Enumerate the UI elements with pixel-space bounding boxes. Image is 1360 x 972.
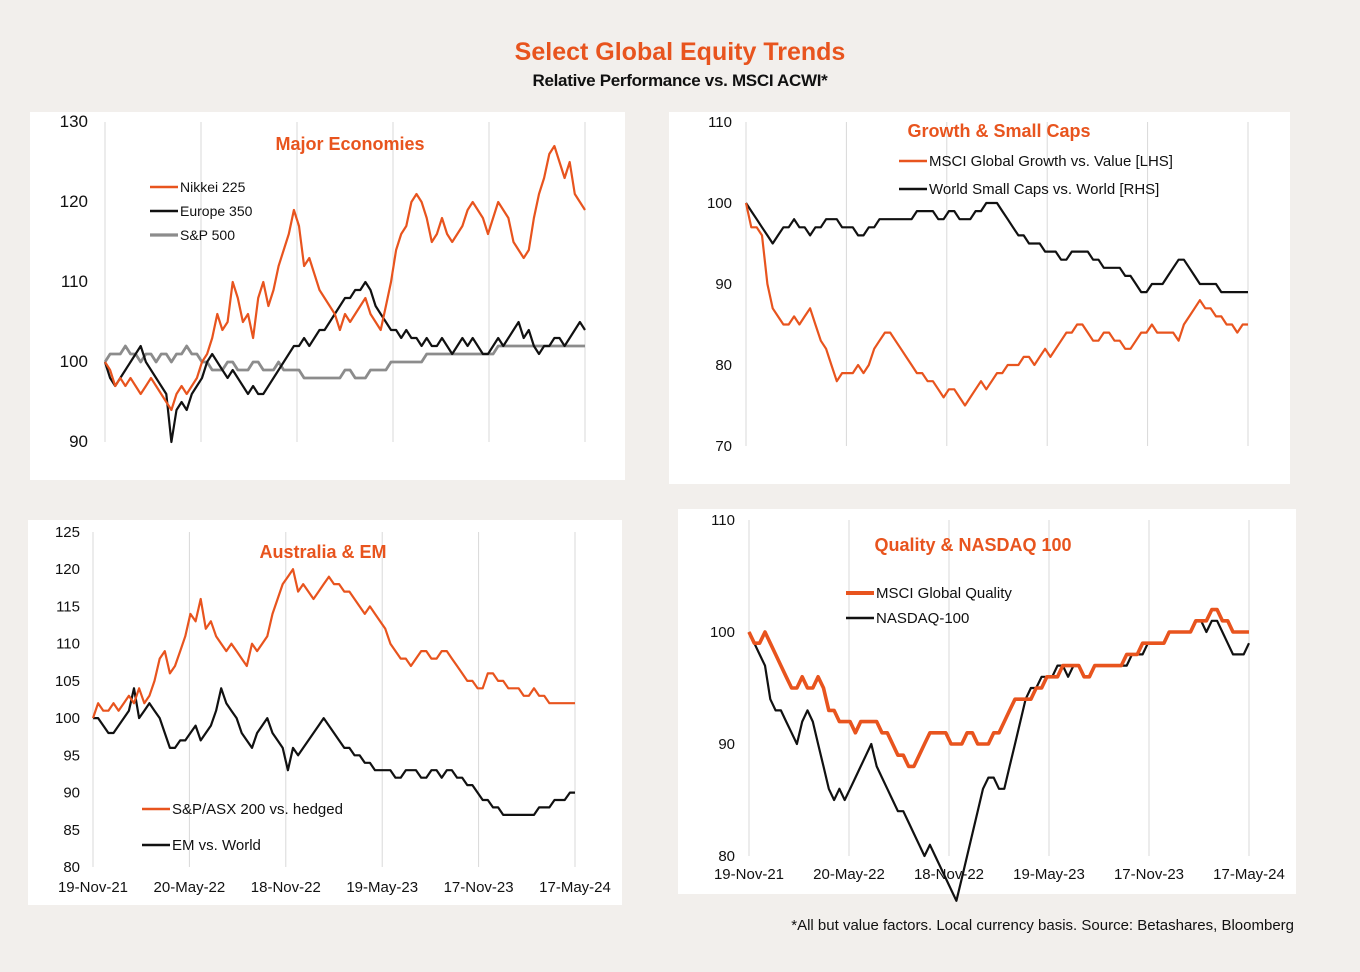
legend-label: NASDAQ-100: [876, 610, 969, 627]
legend-label: EM vs. World: [172, 837, 261, 854]
y-tick-label: 110: [711, 512, 735, 529]
x-tick-label: 17-Nov-23: [1114, 866, 1184, 883]
chart-title: Quality & NASDAQ 100: [874, 535, 1071, 555]
y-tick-label: 110: [56, 636, 80, 653]
y-tick-label: 105: [55, 673, 80, 690]
x-tick-label: 19-May-23: [1013, 866, 1085, 883]
chart-title: Australia & EM: [259, 542, 386, 562]
y-tick-label: 110: [708, 114, 732, 131]
major-economies-chart-panel: 90 100 110 120 130 Major Economies Nikkei 225 E…: [30, 112, 625, 480]
y-tick-label: 80: [715, 357, 732, 374]
legend-label: MSCI Global Growth vs. Value [LHS]: [929, 153, 1173, 170]
y-tick-label: 110: [61, 272, 88, 291]
y-tick-label: 120: [60, 192, 88, 211]
series-line-europe-350: [103, 280, 586, 444]
x-tick-label: 18-Nov-22: [914, 866, 984, 883]
series-line-s-p-asx-200-vs-hedged: [91, 568, 575, 719]
y-tick-label: 80: [63, 859, 80, 876]
legend-label: S&P/ASX 200 vs. hedged: [172, 801, 343, 818]
quality-nasdaq-chart: 80 90 100 110 19-Nov-21 20-May-22 18-Nov-22 19-…: [710, 512, 1285, 902]
series-line-nikkei-225: [104, 144, 586, 412]
chart-title: Growth & Small Caps: [907, 121, 1090, 141]
x-tick-label: 17-Nov-23: [444, 879, 514, 896]
growth-small-caps-chart-panel: 70 80 90 100 110 Growth & Small Caps MSCI Glob…: [669, 112, 1290, 484]
y-tick-label: 100: [55, 710, 80, 727]
y-tick-label: 100: [60, 352, 88, 371]
major-economies-chart: 90 100 110 120 130 Major Economies Nikkei 225 E…: [60, 112, 586, 451]
series-line-world-small-caps-vs-world-rhs: [745, 201, 1248, 294]
y-tick-label: 90: [715, 276, 732, 293]
y-tick-label: 115: [56, 598, 80, 615]
y-tick-label: 100: [707, 195, 732, 212]
page-subtitle: Relative Performance vs. MSCI ACWI*: [532, 71, 828, 90]
y-tick-label: 85: [63, 822, 80, 839]
y-tick-label: 130: [60, 112, 88, 131]
x-tick-label: 19-Nov-21: [714, 866, 784, 883]
legend-label: MSCI Global Quality: [876, 585, 1012, 602]
y-tick-label: 100: [710, 624, 735, 641]
series-line-nasdaq-100: [748, 619, 1250, 902]
legend-label: World Small Caps vs. World [RHS]: [929, 181, 1159, 198]
y-tick-label: 125: [55, 524, 80, 541]
australia-em-chart: 80 85 90 95 100 105 110 115 120 125 19-Nov-21 20-Ma…: [55, 524, 611, 896]
legend-label: S&P 500: [180, 227, 235, 243]
source-footnote: *All but value factors. Local currency b…: [791, 917, 1294, 934]
y-tick-label: 70: [715, 438, 732, 455]
growth-small-caps-chart: 70 80 90 100 110 Growth & Small Caps MSCI Glob…: [707, 114, 1249, 455]
series-line-msci-global-quality: [747, 607, 1249, 769]
y-tick-label: 90: [69, 432, 88, 451]
legend-label: Europe 350: [180, 203, 253, 219]
y-tick-label: 95: [63, 747, 80, 764]
x-tick-label: 20-May-22: [154, 879, 226, 896]
y-tick-label: 90: [63, 785, 80, 802]
x-tick-label: 19-Nov-21: [58, 879, 128, 896]
page-title: Select Global Equity Trends: [514, 38, 846, 66]
x-tick-label: 17-May-24: [1213, 866, 1285, 883]
quality-nasdaq-chart-panel: 80 90 100 110 19-Nov-21 20-May-22 18-Nov-22 19-…: [678, 509, 1296, 902]
legend-label: Nikkei 225: [180, 179, 246, 195]
series-line-s-p-500: [103, 344, 585, 380]
chart-title: Major Economies: [275, 134, 424, 154]
y-tick-label: 120: [55, 561, 80, 578]
y-tick-label: 80: [718, 848, 735, 865]
x-tick-label: 19-May-23: [346, 879, 418, 896]
x-tick-label: 17-May-24: [539, 879, 611, 896]
y-tick-label: 90: [718, 736, 735, 753]
x-tick-label: 18-Nov-22: [251, 879, 321, 896]
series-line-em-vs-world: [93, 687, 575, 816]
x-tick-label: 20-May-22: [813, 866, 885, 883]
series-line-msci-global-growth-vs-value-lhs: [744, 202, 1248, 407]
australia-em-chart-panel: 80 85 90 95 100 105 110 115 120 125 19-Nov-21 20-Ma…: [28, 520, 622, 905]
